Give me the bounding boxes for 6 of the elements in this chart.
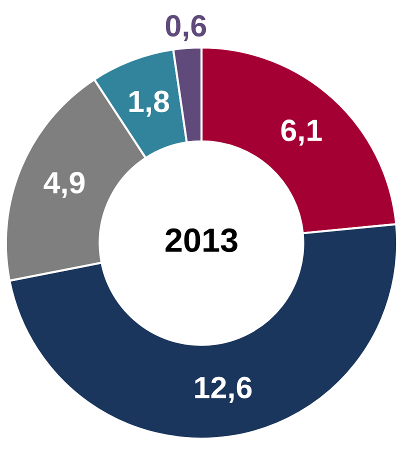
text: 2013: [166, 228, 238, 252]
data-label: 1,8: [129, 90, 170, 117]
data-label: 0,6: [166, 15, 206, 42]
data-label: 6,1: [281, 120, 322, 146]
data-label: 4,9: [44, 172, 85, 198]
data-label: 12,6: [195, 376, 252, 403]
